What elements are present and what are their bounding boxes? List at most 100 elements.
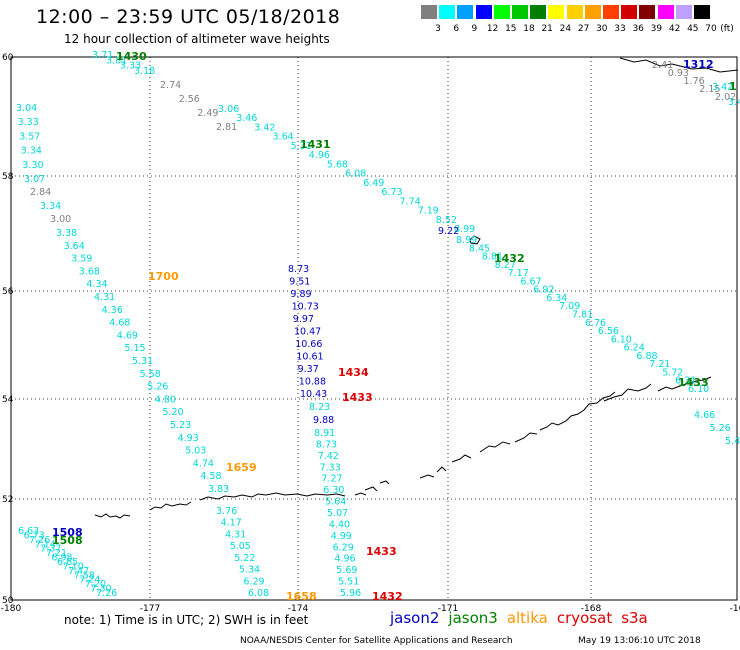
- swh-value: 4.31: [94, 292, 115, 303]
- legend-label: 24: [559, 24, 572, 34]
- longitude-label: -168: [581, 604, 602, 614]
- satellite-s3a: s3a: [621, 609, 648, 627]
- swh-value: 4.66: [694, 410, 715, 421]
- legend-label: 21: [541, 24, 553, 34]
- swh-value: 1.76: [684, 76, 705, 87]
- swh-value: 6.08: [345, 169, 366, 180]
- legend-label: 70: [705, 24, 717, 34]
- legend-swatch: [439, 5, 456, 19]
- legend-swatch: [675, 5, 692, 19]
- swh-value: 5.68: [327, 159, 348, 170]
- swh-value: 6.10: [611, 334, 632, 345]
- swh-value: 6.92: [533, 285, 554, 296]
- swh-value: 5.34: [239, 565, 260, 576]
- map-frame: [10, 56, 738, 601]
- swh-value: 8.27: [495, 260, 516, 271]
- swh-value: 3.83: [208, 484, 229, 495]
- swh-value: 9.37: [298, 364, 319, 375]
- wave-height-legend: 3 6 9 12 15 18 21 24 27 30 33 36 39 42 45 70 (ft): [421, 5, 734, 41]
- swh-value: 2.56: [179, 94, 200, 105]
- swh-value: 7.09: [559, 301, 580, 312]
- swh-value: 5.15: [124, 343, 145, 354]
- swh-value: 10.43: [300, 389, 327, 400]
- swh-value: 8.99: [454, 224, 475, 235]
- legend-label: 18: [523, 24, 535, 34]
- swh-value: 3.07: [24, 174, 45, 185]
- latitude-label: 50: [2, 596, 14, 606]
- swh-value: 6.30: [323, 485, 344, 496]
- swh-value: 3.06: [218, 104, 239, 115]
- swh-value: 4.36: [102, 305, 123, 316]
- swh-value: 2.84: [30, 187, 51, 198]
- legend-label: 3: [435, 24, 441, 34]
- satellite-key: jason2 jason3 altika cryosat s3a: [390, 609, 657, 627]
- swh-value: 7.20: [85, 579, 106, 590]
- latitude-label: 60: [2, 53, 14, 63]
- longitude-label: -16: [730, 604, 740, 614]
- legend-unit: (ft): [720, 24, 734, 34]
- swh-value: 7.30: [90, 584, 111, 595]
- swh-value: 7.14: [35, 539, 56, 550]
- note-text: note: 1) Time is in UTC; 2) SWH is in fe…: [64, 613, 309, 627]
- swh-value: 5.51: [338, 577, 359, 588]
- swh-value: 8.81: [482, 252, 503, 263]
- swh-value: 3.64: [64, 241, 85, 252]
- time-tag: 1432: [372, 590, 403, 603]
- legend-label: 33: [614, 24, 626, 34]
- legend-label: 36: [632, 24, 644, 34]
- legend-label: 15: [505, 24, 517, 34]
- swh-value: 3.34: [21, 146, 42, 157]
- swh-value: 6.63: [18, 526, 39, 537]
- swh-value: 4.99: [331, 531, 352, 542]
- time-tags: 1430 1431 1432 1433 1700 1659 1658 1434 1433 1433…: [52, 50, 737, 603]
- swh-value: 5.20: [162, 407, 183, 418]
- swh-value: 10.47: [294, 327, 321, 338]
- legend-swatch: [694, 5, 710, 19]
- swh-value: 3.30: [22, 160, 43, 171]
- swh-value: 6.31: [675, 376, 696, 387]
- legend-swatch: [457, 5, 474, 19]
- swh-value: 10.88: [299, 377, 326, 388]
- legend-swatch: [566, 5, 583, 19]
- swh-value: 3.81: [106, 55, 127, 66]
- legend-swatch: [530, 5, 547, 19]
- swh-value: 6.29: [243, 576, 264, 587]
- swh-value: 7.26: [29, 535, 50, 546]
- swh-value: 6.24: [624, 343, 645, 354]
- swh-value: 3.64: [273, 132, 294, 143]
- swh-value: 7.74: [400, 196, 421, 207]
- swh-value: 7.33: [320, 462, 341, 473]
- swh-value: 7.17: [508, 268, 529, 279]
- swh-value: 8.73: [316, 439, 337, 450]
- generation-timestamp: May 19 13:06:10 UTC 2018: [578, 636, 701, 646]
- swh-value: 5.03: [185, 446, 206, 457]
- swh-value: 3.04: [16, 103, 37, 114]
- swh-value: 2.49: [197, 108, 218, 119]
- swh-value: 7.19: [418, 206, 439, 217]
- swh-value: 7.47: [68, 566, 89, 577]
- legend-swatch: [584, 5, 601, 19]
- swh-value: 3.40: [728, 97, 740, 108]
- swh-value: 9.51: [289, 277, 310, 288]
- legend-swatch: [493, 5, 510, 19]
- swh-value: 6.73: [381, 187, 402, 198]
- map-title: 12:00 – 23:59 UTC 05/18/2018: [36, 6, 341, 28]
- swh-value: 6.67: [520, 276, 541, 287]
- swh-value: 3.33: [18, 117, 39, 128]
- legend-swatch: [657, 5, 674, 19]
- aleutian-coastline: [94, 376, 712, 519]
- swh-value: 3.00: [50, 214, 71, 225]
- latitude-label: 56: [2, 287, 14, 297]
- legend-label: 12: [486, 24, 499, 34]
- swh-value: 8.91: [314, 428, 335, 439]
- swh-value: 7.24: [79, 575, 100, 586]
- swh-value: 6.29: [333, 542, 354, 553]
- swh-value: 8.99: [456, 235, 477, 246]
- swh-value: 5.69: [336, 565, 357, 576]
- swh-value: 3.34: [40, 201, 61, 212]
- latitude-label: 52: [2, 495, 13, 505]
- swh-value: 6.76: [585, 318, 606, 329]
- swh-value: 7.10: [63, 561, 84, 572]
- swh-value: 3.59: [71, 254, 92, 265]
